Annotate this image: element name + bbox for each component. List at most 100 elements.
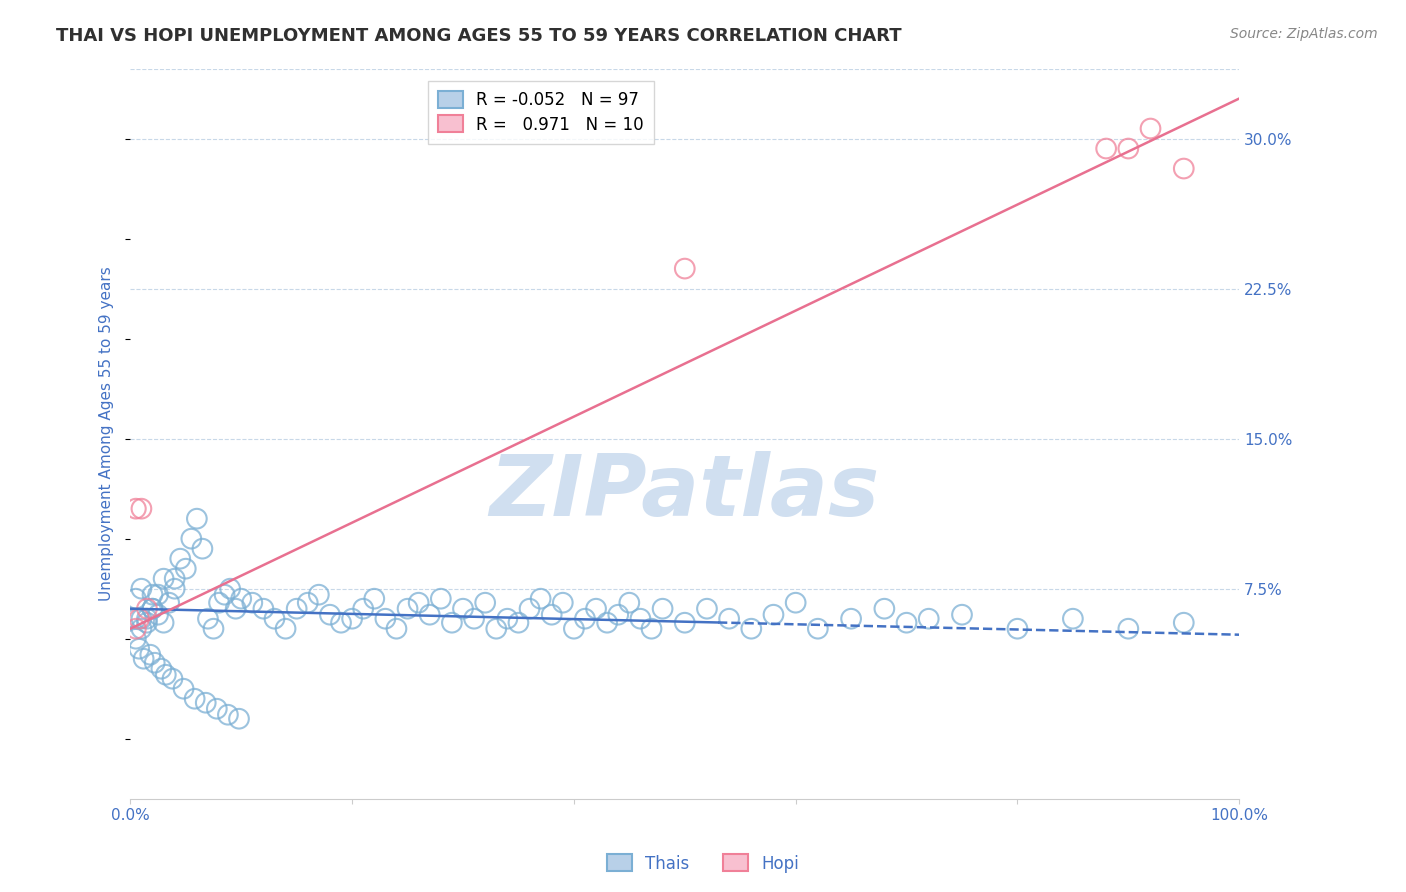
- Point: [173, 681, 195, 696]
- Point: [180, 532, 202, 546]
- Point: [214, 588, 236, 602]
- Point: [219, 582, 242, 596]
- Point: [562, 622, 585, 636]
- Point: [319, 607, 342, 622]
- Point: [125, 612, 148, 626]
- Point: [352, 601, 374, 615]
- Point: [155, 667, 177, 681]
- Point: [143, 656, 166, 670]
- Point: [131, 582, 153, 596]
- Point: [139, 648, 162, 662]
- Point: [585, 601, 607, 615]
- Point: [740, 622, 762, 636]
- Point: [225, 601, 247, 615]
- Point: [263, 612, 285, 626]
- Point: [132, 651, 155, 665]
- Point: [508, 615, 530, 630]
- Point: [408, 596, 430, 610]
- Point: [873, 601, 896, 615]
- Point: [152, 615, 174, 630]
- Point: [628, 612, 651, 626]
- Y-axis label: Unemployment Among Ages 55 to 59 years: Unemployment Among Ages 55 to 59 years: [100, 267, 114, 601]
- Point: [136, 601, 159, 615]
- Point: [340, 612, 363, 626]
- Point: [186, 511, 208, 525]
- Point: [363, 591, 385, 606]
- Point: [150, 662, 173, 676]
- Point: [619, 596, 641, 610]
- Point: [274, 622, 297, 636]
- Point: [163, 582, 186, 596]
- Point: [163, 572, 186, 586]
- Point: [918, 612, 941, 626]
- Point: [217, 707, 239, 722]
- Point: [152, 572, 174, 586]
- Point: [297, 596, 319, 610]
- Point: [141, 601, 163, 615]
- Point: [157, 596, 180, 610]
- Point: [194, 696, 217, 710]
- Point: [131, 622, 153, 636]
- Point: [183, 691, 205, 706]
- Point: [128, 641, 150, 656]
- Point: [1062, 612, 1084, 626]
- Point: [136, 615, 159, 630]
- Point: [146, 607, 169, 622]
- Point: [125, 632, 148, 646]
- Point: [950, 607, 973, 622]
- Point: [202, 622, 225, 636]
- Point: [696, 601, 718, 615]
- Point: [208, 596, 231, 610]
- Point: [673, 261, 696, 276]
- Point: [1118, 142, 1140, 156]
- Point: [762, 607, 785, 622]
- Point: [125, 622, 148, 636]
- Point: [1118, 622, 1140, 636]
- Point: [440, 615, 463, 630]
- Point: [551, 596, 574, 610]
- Point: [385, 622, 408, 636]
- Point: [1173, 161, 1195, 176]
- Point: [607, 607, 630, 622]
- Point: [1007, 622, 1029, 636]
- Point: [141, 588, 163, 602]
- Point: [162, 672, 184, 686]
- Point: [574, 612, 596, 626]
- Point: [131, 612, 153, 626]
- Point: [1173, 615, 1195, 630]
- Point: [540, 607, 562, 622]
- Text: ZIPatlas: ZIPatlas: [489, 450, 880, 533]
- Text: THAI VS HOPI UNEMPLOYMENT AMONG AGES 55 TO 59 YEARS CORRELATION CHART: THAI VS HOPI UNEMPLOYMENT AMONG AGES 55 …: [56, 27, 901, 45]
- Point: [125, 591, 148, 606]
- Legend: Thais, Hopi: Thais, Hopi: [600, 847, 806, 880]
- Point: [463, 612, 485, 626]
- Point: [485, 622, 508, 636]
- Point: [240, 596, 263, 610]
- Point: [141, 601, 163, 615]
- Point: [174, 562, 197, 576]
- Point: [131, 501, 153, 516]
- Point: [474, 596, 496, 610]
- Point: [252, 601, 274, 615]
- Point: [1095, 142, 1118, 156]
- Legend: R = -0.052   N = 97, R =   0.971   N = 10: R = -0.052 N = 97, R = 0.971 N = 10: [427, 80, 654, 144]
- Point: [1139, 121, 1161, 136]
- Point: [530, 591, 553, 606]
- Point: [205, 702, 228, 716]
- Point: [191, 541, 214, 556]
- Point: [807, 622, 830, 636]
- Point: [228, 712, 250, 726]
- Point: [169, 551, 191, 566]
- Point: [231, 591, 253, 606]
- Point: [308, 588, 330, 602]
- Point: [136, 612, 159, 626]
- Point: [640, 622, 662, 636]
- Point: [596, 615, 619, 630]
- Point: [519, 601, 541, 615]
- Point: [839, 612, 862, 626]
- Text: Source: ZipAtlas.com: Source: ZipAtlas.com: [1230, 27, 1378, 41]
- Point: [896, 615, 918, 630]
- Point: [330, 615, 353, 630]
- Point: [718, 612, 741, 626]
- Point: [430, 591, 453, 606]
